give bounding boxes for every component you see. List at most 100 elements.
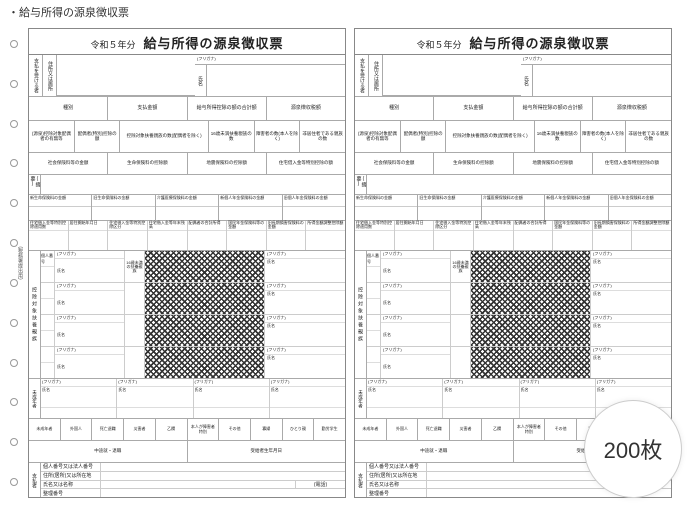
chk6: その他: [545, 419, 577, 440]
mf: (フリガナ): [41, 379, 116, 387]
pd1: 居住開始年月日: [69, 221, 108, 231]
col-pay: 支払金額: [108, 97, 187, 120]
insd4: 旧個人年金保険料の金額: [283, 195, 345, 207]
sp1: 配偶者(特別)控除の額: [75, 121, 121, 152]
chk5: 本人が障害者 特別: [514, 419, 546, 440]
shaded-area: [145, 347, 265, 378]
insd3: 新個人年金保険料の金額: [545, 195, 607, 207]
tel-label: (電話): [295, 481, 345, 489]
dep-row: 個人番号(フリガナ)氏名16歳未満の扶養親族(フリガナ)氏名: [41, 251, 345, 283]
ms: 氏名: [443, 387, 518, 408]
dep-mid: 16歳未満の扶養親族: [125, 251, 145, 282]
dep-furi: (フリガナ): [55, 251, 124, 259]
dep-name: 氏名: [381, 323, 450, 346]
payer-label: 支払を受ける者: [355, 55, 369, 96]
main-title: 給与所得の源泉徴収票: [144, 33, 284, 52]
pd4: 配偶者の合計所得: [514, 221, 553, 231]
chk5: 本人が障害者 特別: [188, 419, 220, 440]
insurance-detail-grid: 新生命保険料の金額 旧生命保険料の金額 介護医療保険料の金額 新個人年金保険料の…: [355, 195, 671, 221]
year: 令和５年分: [90, 38, 135, 51]
chk2: 死亡退職: [92, 419, 124, 440]
pd7: 所得金額調整控除額: [632, 221, 671, 231]
mr0: 中途就・退職: [29, 441, 188, 462]
ms: 氏名: [270, 387, 345, 408]
dep-num-label: 個人番号: [367, 251, 380, 267]
pr3: 整理番号: [367, 489, 427, 497]
col-deduct: 給与所得控除の額の合計額: [514, 97, 593, 120]
dep-furi: (フリガナ): [381, 347, 450, 355]
dep-row: (フリガナ)氏名(フリガナ)氏名: [367, 315, 671, 347]
dependents-block: 控除対象扶養親族 個人番号(フリガナ)氏名16歳未満の扶養親族(フリガナ)氏名 …: [355, 251, 671, 379]
pd4: 配偶者の合計所得: [188, 221, 227, 231]
dep-name: 氏名: [55, 259, 124, 282]
summary-label: (摘要): [355, 175, 367, 194]
pr3: 整理番号: [41, 489, 101, 497]
midretire-row: 中途就・退職 受給者生年月日: [29, 441, 345, 463]
insurance-row: 社会保険料等の金額 生命保険料の控除額 地震保険料の控除額 住宅借入金等特別控除…: [29, 153, 345, 175]
dep-row: (フリガナ)氏名(フリガナ)氏名: [41, 315, 345, 347]
dep-name: 氏名: [381, 355, 450, 378]
shaded-area: [145, 283, 265, 314]
ins3: 住宅借入金等特別控除の額: [267, 153, 345, 174]
pr2: 氏名又は名称: [41, 481, 101, 489]
shaded-area: [471, 251, 591, 282]
ins1: 生命保険料の控除額: [434, 153, 513, 174]
mf: (フリガナ): [270, 379, 345, 387]
chk1: 外国人: [61, 419, 93, 440]
pr2: 氏名又は名称: [367, 481, 427, 489]
dep-furi: (フリガナ): [55, 347, 124, 355]
pr0: 個人番号又は法人番号: [367, 463, 427, 471]
ins1: 生命保険料の控除額: [108, 153, 187, 174]
ms: 氏名: [367, 387, 442, 408]
dep-name: 氏名: [381, 259, 450, 282]
dep-name2: 氏名: [591, 259, 671, 282]
dep-name2: 氏名: [265, 291, 345, 314]
col-tax: 源泉徴収税額: [593, 97, 671, 120]
pr1: 住所(居所)又は所在地: [367, 472, 427, 480]
pd7: 所得金額調整控除額: [306, 221, 345, 231]
chk9: 勤労学生: [314, 419, 345, 440]
ms: 氏名: [520, 387, 595, 408]
amount-headers: 種別 支払金額 給与所得控除の額の合計額 源泉徴収税額: [29, 97, 345, 121]
ms: 氏名: [117, 387, 192, 408]
dep-mid: 16歳未満の扶養親族: [451, 251, 471, 282]
dep-name: 氏名: [381, 291, 450, 314]
ins2: 地震保険料の控除額: [188, 153, 267, 174]
sp0: (源泉)控除対象配偶者の有無等: [29, 121, 75, 152]
mf: (フリガナ): [194, 379, 269, 387]
chk6: その他: [219, 419, 251, 440]
side-label-left: (税務署提出用): [17, 246, 24, 279]
mf: (フリガナ): [596, 379, 671, 387]
ins3: 住宅借入金等特別控除の額: [593, 153, 671, 174]
dep-row: 個人番号(フリガナ)氏名16歳未満の扶養親族(フリガナ)氏名: [367, 251, 671, 283]
spouse-block: (源泉)控除対象配偶者の有無等 配偶者(特別)控除の額 控除対象扶養親族の数(配…: [355, 121, 671, 153]
mr0: 中途就・退職: [355, 441, 514, 462]
col-type: 種別: [29, 97, 108, 120]
chk4: 乙欄: [156, 419, 188, 440]
pre-dep-grid: 住宅借入金等特別控除適用数 居住開始年月日 住宅借入金等特別控除区分 住宅借入金…: [29, 221, 345, 251]
insurance-detail-grid: 新生命保険料の金額 旧生命保険料の金額 介護医療保険料の金額 新個人年金保険料の…: [29, 195, 345, 221]
dep-side-label: 控除対象扶養親族: [355, 251, 367, 378]
sp1: 配偶者(特別)控除の額: [401, 121, 447, 152]
name-label: 氏名: [195, 65, 207, 96]
dep-furi2: (フリガナ): [591, 283, 671, 291]
sp0: (源泉)控除対象配偶者の有無等: [355, 121, 401, 152]
amount-headers: 種別 支払金額 給与所得控除の額の合計額 源泉徴収税額: [355, 97, 671, 121]
mf: (フリガナ): [520, 379, 595, 387]
shaded-area: [471, 283, 591, 314]
shaded-area: [471, 347, 591, 378]
chk0: 未成年者: [29, 419, 61, 440]
dep-furi2: (フリガナ): [265, 283, 345, 291]
pd3: 住宅借入金等年末残高: [148, 221, 187, 231]
insd4: 旧個人年金保険料の金額: [609, 195, 671, 207]
insd2: 介護医療保険料の金額: [482, 195, 544, 207]
dependents-block: 控除対象扶養親族 個人番号(フリガナ)氏名16歳未満の扶養親族(フリガナ)氏名 …: [29, 251, 345, 379]
dep-name: 氏名: [55, 323, 124, 346]
payer-block: 支払者 個人番号又は法人番号 住所(居所)又は所在地 氏名又は名称(電話) 整理…: [29, 463, 345, 497]
dep-name2: 氏名: [265, 259, 345, 282]
ms: 氏名: [194, 387, 269, 408]
sp4: 障害者の数(本人を除く): [581, 121, 627, 152]
dep-name2: 氏名: [265, 355, 345, 378]
pd2: 住宅借入金等特別控除区分: [434, 221, 473, 231]
shaded-area: [471, 315, 591, 346]
